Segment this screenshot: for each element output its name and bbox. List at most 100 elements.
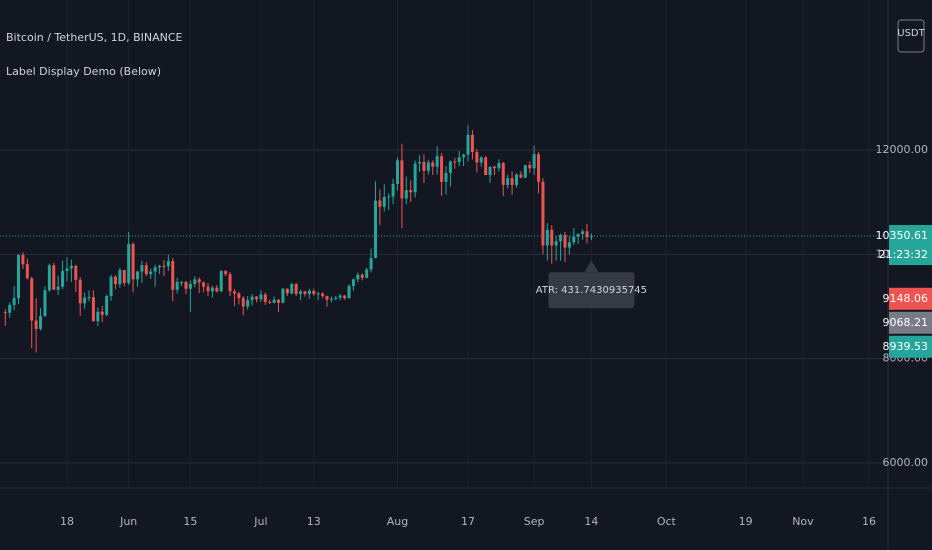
candle-body bbox=[554, 241, 558, 246]
price-tag bbox=[889, 311, 932, 334]
candle-body bbox=[21, 254, 25, 265]
candle-body bbox=[488, 166, 492, 176]
candle-body bbox=[197, 279, 201, 283]
candle-body bbox=[277, 299, 281, 303]
candle-body bbox=[96, 311, 100, 322]
candle-body bbox=[523, 165, 527, 178]
candle-body bbox=[268, 301, 272, 303]
candle-body bbox=[39, 315, 43, 329]
x-tick-label: Sep bbox=[524, 515, 545, 528]
x-tick-label: 13 bbox=[307, 515, 321, 528]
candle-body bbox=[109, 276, 113, 297]
candle-body bbox=[528, 165, 532, 169]
candle-body bbox=[144, 265, 148, 275]
candle-body bbox=[585, 231, 589, 238]
candle-body bbox=[431, 162, 435, 167]
candle-body bbox=[312, 290, 316, 294]
candle-body bbox=[162, 265, 166, 267]
x-tick-label: 16 bbox=[862, 515, 876, 528]
candle-body bbox=[369, 257, 373, 270]
candle-body bbox=[373, 200, 377, 258]
x-tick-label: 17 bbox=[461, 515, 475, 528]
y-tick-label: 6000.00 bbox=[883, 456, 929, 469]
candle-body bbox=[378, 200, 382, 207]
candle-body bbox=[290, 284, 294, 294]
candle-body bbox=[409, 190, 413, 193]
x-tick-label: Jul bbox=[253, 515, 267, 528]
candle-body bbox=[404, 190, 408, 199]
candle-body bbox=[422, 161, 426, 171]
candle-body bbox=[215, 287, 219, 292]
candle-body bbox=[224, 271, 228, 275]
candle-body bbox=[413, 163, 417, 193]
x-tick-label: Jun bbox=[119, 515, 137, 528]
candle-body bbox=[589, 236, 593, 238]
price-tag-label: 9148.06 bbox=[883, 292, 929, 305]
candle-body bbox=[113, 276, 117, 285]
price-tag-label: 10350.61 bbox=[876, 229, 929, 242]
candle-body bbox=[254, 296, 258, 300]
chart-subtitle: Label Display Demo (Below) bbox=[6, 65, 161, 78]
currency[interactable]: USDT bbox=[897, 28, 925, 39]
grid bbox=[0, 0, 888, 488]
candle-body bbox=[418, 161, 422, 164]
candle-body bbox=[347, 286, 351, 299]
x-tick-label: 15 bbox=[183, 515, 197, 528]
candle-body bbox=[285, 288, 289, 294]
currency-box[interactable] bbox=[897, 19, 925, 53]
candle-body bbox=[259, 294, 263, 300]
candle-body bbox=[65, 268, 69, 272]
candle-body bbox=[492, 166, 496, 169]
candle-body bbox=[12, 298, 16, 305]
candle-body bbox=[87, 297, 91, 299]
candle-body bbox=[153, 267, 157, 272]
candle-body bbox=[43, 290, 47, 316]
candle-body bbox=[122, 269, 126, 284]
candle-body bbox=[74, 265, 78, 280]
candle-body bbox=[440, 156, 444, 182]
candle-body bbox=[294, 284, 298, 294]
candle-body bbox=[356, 274, 360, 280]
candle-body bbox=[351, 279, 355, 287]
candle-body bbox=[343, 295, 347, 299]
candle-body bbox=[131, 243, 135, 280]
candle-body bbox=[444, 172, 448, 182]
candle-body bbox=[241, 298, 245, 307]
candle-body bbox=[462, 154, 466, 158]
candle-body bbox=[118, 269, 122, 285]
candle-body bbox=[400, 160, 404, 199]
candle-body bbox=[17, 254, 21, 299]
candle-body bbox=[8, 304, 12, 313]
candle-body bbox=[532, 154, 536, 169]
price-tag-label: 8939.53 bbox=[883, 340, 929, 353]
candle-body bbox=[334, 297, 338, 299]
candle-body bbox=[365, 269, 369, 278]
candle-body bbox=[3, 312, 7, 314]
candle-body bbox=[475, 152, 479, 163]
candle-body bbox=[83, 297, 87, 304]
candle-body bbox=[307, 290, 311, 294]
candle-body bbox=[30, 278, 34, 321]
candle-body bbox=[316, 293, 320, 295]
candle-body bbox=[202, 282, 206, 287]
candle-body bbox=[321, 293, 325, 297]
candle-body bbox=[501, 163, 505, 185]
overlay: ATR: 431.7430935745 bbox=[0, 235, 888, 309]
candle-body bbox=[567, 242, 571, 248]
candle-body bbox=[135, 271, 139, 280]
candle-body bbox=[514, 174, 518, 185]
x-tick-label: 14 bbox=[584, 515, 598, 528]
candle-body bbox=[303, 291, 307, 294]
candle-body bbox=[188, 284, 192, 289]
candle-body bbox=[69, 265, 73, 269]
candle-body bbox=[396, 160, 400, 184]
candle-body bbox=[228, 274, 232, 292]
candle-body bbox=[497, 163, 501, 169]
annotation-pointer bbox=[584, 260, 599, 273]
candle-body bbox=[572, 236, 576, 243]
candle-body bbox=[426, 162, 430, 171]
candle-body bbox=[453, 161, 457, 163]
candle-body bbox=[272, 299, 276, 303]
candle-body bbox=[246, 300, 250, 307]
